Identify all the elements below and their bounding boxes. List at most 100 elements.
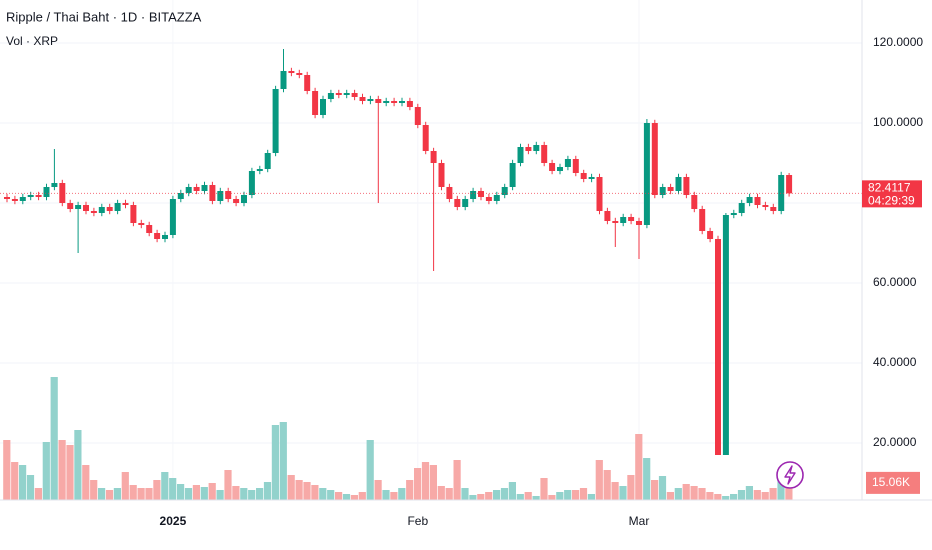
candle-body [106, 207, 113, 211]
volume-bar [224, 470, 232, 500]
candle-body [264, 153, 271, 169]
volume-bar [674, 488, 682, 500]
last-price-label: 82.4117 [868, 181, 911, 195]
candle-body [130, 205, 137, 223]
candle-body [51, 183, 58, 187]
volume-bar [34, 488, 42, 500]
candle-body [225, 191, 232, 199]
volume-bar [556, 492, 564, 500]
volume-bar [177, 484, 185, 500]
candle-body [27, 195, 34, 197]
volume-bar [595, 460, 603, 500]
volume-bar [145, 488, 153, 500]
volume-bar [90, 480, 98, 500]
volume-bar [50, 377, 58, 500]
volume-bar [627, 475, 635, 500]
candle-body [596, 177, 603, 211]
volume-bar [761, 492, 769, 500]
volume-bar [587, 494, 595, 500]
candle-body [509, 163, 516, 187]
volume-bar [461, 488, 469, 500]
candle-body [643, 123, 650, 225]
candle-body [683, 177, 690, 195]
volume-bar [572, 490, 580, 500]
candle-body [628, 217, 635, 221]
candle-layer [0, 49, 862, 455]
lightning-icon[interactable] [784, 465, 796, 485]
candle-body [422, 125, 429, 151]
volume-bar [161, 472, 169, 500]
volume-bar [129, 485, 137, 500]
candle-body [399, 101, 405, 103]
volume-bar [603, 470, 611, 500]
volume-bar [256, 488, 264, 500]
volume-bar [98, 488, 106, 500]
y-tick-label: 60.0000 [873, 275, 917, 289]
volume-bar [445, 488, 453, 500]
volume-bar [248, 490, 256, 500]
volume-bar [82, 465, 90, 500]
candle-body [4, 197, 10, 199]
candle-body [375, 99, 382, 103]
candle-body [367, 99, 374, 101]
x-tick-label: Mar [629, 514, 650, 528]
candle-body [256, 169, 263, 171]
candle-body [786, 175, 793, 194]
y-tick-label: 20.0000 [873, 435, 917, 449]
candle-body [114, 203, 121, 211]
candle-body [675, 177, 682, 191]
volume-bar [516, 494, 524, 500]
candle-body [446, 187, 453, 199]
grid-layer [0, 42, 862, 444]
candle-body [75, 205, 82, 209]
volume-bar [19, 465, 27, 500]
candle-body [248, 171, 255, 195]
candle-body [604, 211, 611, 221]
candle-body [35, 195, 42, 197]
volume-bar [311, 485, 319, 500]
candle-body [383, 101, 390, 103]
last-price-badge [862, 180, 922, 208]
candle-body [312, 91, 319, 115]
volume-bar [390, 492, 398, 500]
volume-bar [137, 488, 145, 500]
volume-bar [564, 490, 572, 500]
volume-indicator-label: Vol · XRP [6, 34, 58, 48]
candle-body [454, 199, 461, 207]
volume-bar [287, 475, 295, 500]
candle-body [272, 89, 279, 153]
candle-body [572, 159, 579, 173]
candle-body [177, 193, 184, 199]
candle-body [485, 197, 492, 201]
volume-bar [714, 494, 722, 500]
volume-bar [113, 488, 121, 500]
volume-bar [524, 492, 532, 500]
candle-body [438, 163, 445, 187]
candle-body [335, 93, 342, 95]
volume-bar [58, 440, 66, 500]
volume-badge [866, 471, 920, 494]
candle-body [580, 173, 587, 179]
candle-body [146, 225, 153, 233]
volume-bar [26, 475, 35, 500]
candle-body [462, 199, 469, 207]
candle-body [162, 235, 168, 239]
volume-bar [358, 492, 366, 500]
volume-bar [74, 430, 82, 500]
candle-body [280, 71, 287, 89]
y-tick-label: 120.0000 [873, 35, 923, 49]
lightning-button[interactable] [776, 461, 804, 489]
volume-bar [477, 494, 485, 500]
candle-body [414, 107, 421, 125]
candle-body [288, 71, 295, 73]
volume-bar [200, 487, 208, 500]
volume-bar [508, 482, 516, 500]
candle-body [43, 187, 50, 197]
volume-bar [421, 462, 430, 500]
candle-body [304, 75, 311, 91]
candle-body [525, 147, 532, 151]
lightning-circle[interactable] [776, 461, 804, 489]
volume-bar [232, 486, 240, 500]
candle-body [754, 197, 761, 205]
